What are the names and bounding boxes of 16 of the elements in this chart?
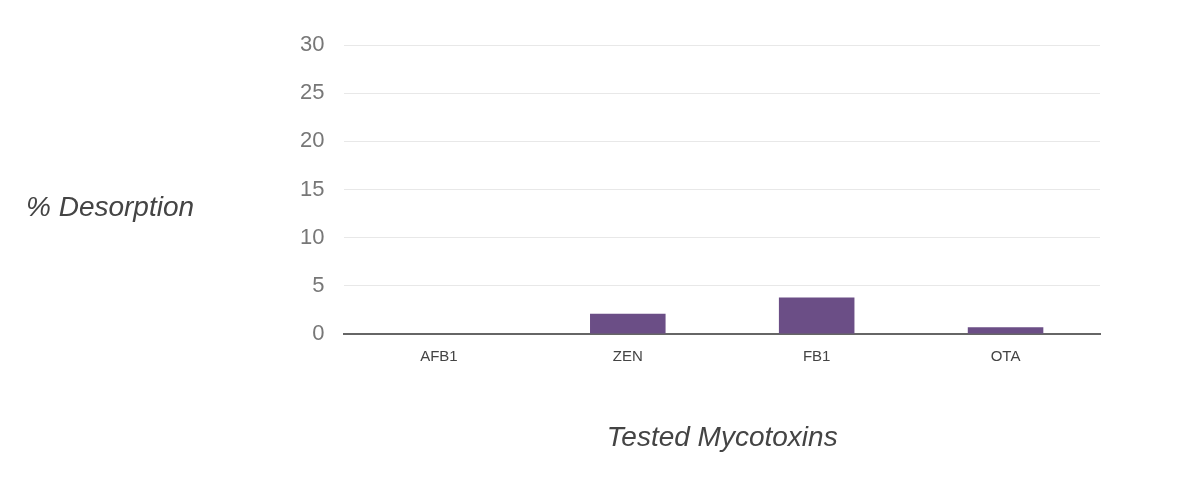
x-axis-title: Tested Mycotoxins bbox=[606, 420, 838, 452]
y-tick-label: 20 bbox=[299, 127, 325, 153]
bar bbox=[590, 313, 666, 334]
y-tick-label: 30 bbox=[299, 31, 325, 57]
y-tick-label: 15 bbox=[299, 175, 325, 201]
y-tick-label: 25 bbox=[299, 79, 325, 105]
x-tick-label: OTA bbox=[990, 347, 1021, 365]
y-tick-label: 5 bbox=[312, 271, 325, 297]
y-tick-label: 10 bbox=[299, 223, 325, 249]
x-tick-label: FB1 bbox=[802, 347, 831, 365]
y-tick-label: 0 bbox=[312, 320, 325, 346]
y-axis-title: % Desorption bbox=[26, 190, 195, 222]
bar bbox=[778, 297, 855, 334]
x-tick-label: AFB1 bbox=[420, 347, 458, 365]
bar bbox=[967, 327, 1044, 334]
x-tick-label: ZEN bbox=[612, 347, 643, 365]
